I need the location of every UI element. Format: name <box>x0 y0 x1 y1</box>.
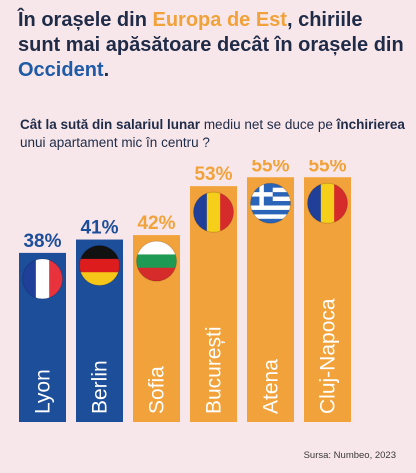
value-label: 55% <box>308 160 346 176</box>
category-label: Atena <box>260 359 283 414</box>
bars-layer: 38% Lyon 41% Berlin 42% Sofia 53% București 55% A… <box>19 160 351 422</box>
source-note: Sursa: Numbeo, 2023 <box>303 450 396 461</box>
value-label: 53% <box>194 164 232 185</box>
france-flag <box>22 258 63 300</box>
value-label: 38% <box>23 231 61 252</box>
subtitle-text-2: unui apartament mic în centru ? <box>20 135 210 150</box>
greece-flag <box>250 182 291 224</box>
value-label: 55% <box>251 160 289 176</box>
category-label: Cluj-Napoca <box>317 298 340 414</box>
chart-title: În orașele din Europa de Est, chiriile s… <box>18 8 408 83</box>
value-label: 41% <box>80 218 118 239</box>
value-label: 42% <box>137 213 175 234</box>
title-part-2: , chiriile sunt mai apăsătoare decât în … <box>18 9 404 56</box>
category-label: Sofia <box>146 366 169 414</box>
chart-subtitle: Cât la sută din salariul lunar mediu net… <box>20 116 410 152</box>
subtitle-bold-2: închirierea <box>336 117 405 132</box>
title-part-3: . <box>103 59 110 81</box>
germany-flag <box>79 245 120 287</box>
subtitle-bold-1: Cât la sută din salariul lunar <box>20 117 201 132</box>
romania-flag <box>193 191 234 233</box>
category-label: Lyon <box>32 369 55 414</box>
bar-chart: 38% Lyon 41% Berlin 42% Sofia 53% București 55% A… <box>19 160 351 422</box>
title-highlight-east: Europa de Est <box>152 9 287 31</box>
bulgaria-flag <box>136 240 177 282</box>
title-part-1: În orașele din <box>18 9 153 31</box>
category-label: Berlin <box>89 360 112 414</box>
title-highlight-west: Occident <box>18 59 104 81</box>
category-label: București <box>203 326 226 414</box>
romania-flag <box>307 182 348 224</box>
subtitle-text-1: mediu net se duce pe <box>200 117 337 132</box>
